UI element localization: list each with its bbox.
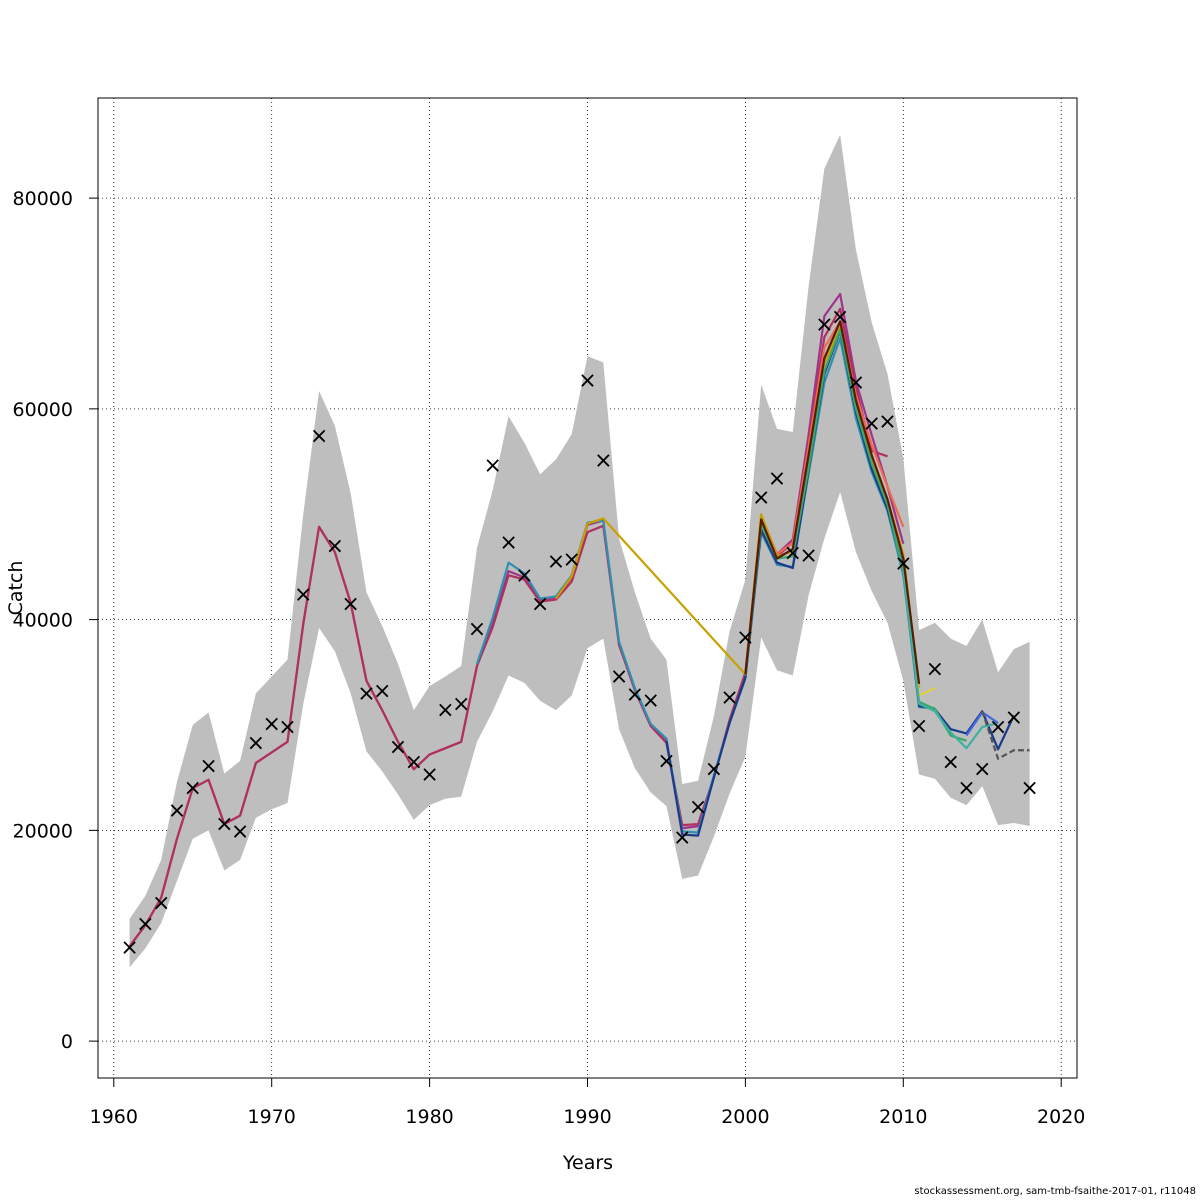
- x-tick-label: 1980: [405, 1106, 453, 1128]
- footer-credit: stockassessment.org, sam-tmb-fsaithe-201…: [914, 1186, 1196, 1197]
- observed-point: ×: [215, 812, 233, 837]
- observed-point: ×: [199, 754, 217, 779]
- observed-point: ×: [926, 657, 944, 682]
- observed-point: ×: [562, 547, 580, 572]
- x-tick-label: 2020: [1037, 1106, 1085, 1128]
- observed-point: ×: [973, 757, 991, 782]
- x-tick-label: 1970: [248, 1106, 296, 1128]
- series-line-11: [744, 320, 921, 685]
- observed-point: ×: [594, 448, 612, 473]
- observed-point: ×: [436, 698, 454, 723]
- observed-point: ×: [405, 750, 423, 775]
- observed-point: ×: [657, 749, 675, 774]
- observed-point: ×: [768, 466, 786, 491]
- observed-point: ×: [1005, 706, 1023, 731]
- observed-point: ×: [326, 534, 344, 559]
- observed-point: ×: [515, 563, 533, 588]
- observed-point: ×: [168, 798, 186, 823]
- observed-point: ×: [610, 664, 628, 689]
- x-tick-label: 2010: [879, 1106, 927, 1128]
- y-tick-label: 40000: [13, 610, 73, 632]
- observed-point: ×: [152, 891, 170, 916]
- observed-point: ×: [531, 592, 549, 617]
- observed-point: ×: [373, 679, 391, 704]
- observed-point: ×: [815, 313, 833, 338]
- observed-point: ×: [736, 625, 754, 650]
- observed-point: ×: [957, 776, 975, 801]
- observed-point: ×: [184, 776, 202, 801]
- y-tick-label: 60000: [13, 399, 73, 421]
- observed-point: ×: [989, 715, 1007, 740]
- x-tick-label: 1960: [90, 1106, 138, 1128]
- y-tick-label: 80000: [13, 188, 73, 210]
- observed-point: ×: [847, 370, 865, 395]
- y-axis-title: Catch: [5, 561, 27, 616]
- observed-point: ×: [499, 531, 517, 556]
- observed-point: ×: [894, 552, 912, 577]
- estimate-lines: [128, 292, 1030, 947]
- series-line-12: [981, 710, 1030, 760]
- x-tick-label: 2000: [721, 1106, 769, 1128]
- observed-point: ×: [1020, 776, 1038, 801]
- series-line-9: [902, 568, 999, 750]
- observed-point: ×: [878, 409, 896, 434]
- observed-point: ×: [578, 368, 596, 393]
- observed-point: ×: [705, 757, 723, 782]
- observed-point: ×: [689, 795, 707, 820]
- observed-point: ×: [831, 305, 849, 330]
- observed-point: ×: [626, 682, 644, 707]
- observed-points: × × × × × × × × × × × × × × × × × × × × × × × × × × × × × × × × × × × × × × × ×…: [120, 305, 1038, 960]
- observed-point: ×: [294, 582, 312, 607]
- observed-point: ×: [231, 819, 249, 844]
- observed-point: ×: [120, 935, 138, 960]
- observed-point: ×: [262, 712, 280, 737]
- observed-point: ×: [720, 686, 738, 711]
- observed-point: ×: [784, 541, 802, 566]
- observed-point: ×: [910, 714, 928, 739]
- y-tick-label: 0: [61, 1031, 73, 1053]
- grid-lines: [98, 98, 1077, 1078]
- x-axis: 1960 1970 1980 1990 2000 2010 2020: [90, 1077, 1085, 1128]
- observed-point: ×: [389, 735, 407, 760]
- observed-point: ×: [278, 715, 296, 740]
- observed-point: ×: [799, 543, 817, 568]
- y-axis: 0 20000 40000 60000 80000: [13, 188, 99, 1053]
- observed-point: ×: [357, 681, 375, 706]
- observed-point: ×: [484, 454, 502, 479]
- observed-point: ×: [136, 912, 154, 937]
- observed-point: ×: [547, 550, 565, 575]
- observed-point: ×: [468, 617, 486, 642]
- observed-point: ×: [420, 762, 438, 787]
- observed-point: ×: [863, 412, 881, 437]
- observed-point: ×: [941, 750, 959, 775]
- observed-point: ×: [452, 692, 470, 717]
- observed-point: ×: [641, 689, 659, 714]
- series-line-8: [744, 328, 967, 742]
- observed-point: ×: [310, 424, 328, 449]
- observed-point: ×: [341, 592, 359, 617]
- y-tick-label: 20000: [13, 820, 73, 842]
- observed-point: ×: [673, 826, 691, 851]
- x-tick-label: 1990: [563, 1106, 611, 1128]
- observed-point: ×: [247, 731, 265, 756]
- observed-point: ×: [752, 485, 770, 510]
- x-axis-title: Years: [562, 1152, 613, 1174]
